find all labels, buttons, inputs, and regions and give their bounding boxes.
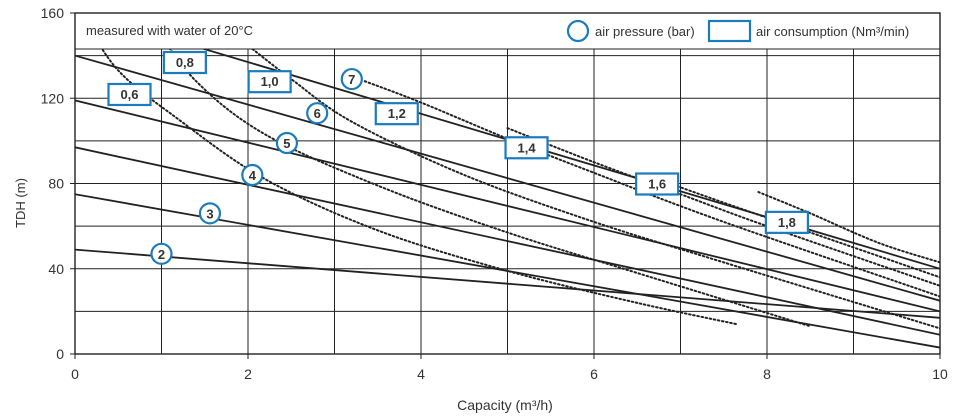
- consumption-label-1-4: 1,4: [517, 140, 536, 155]
- curve-labels: 2 3 4 5 6 7 0,6 0,8 1,0 1,2 1,4 1,6 1,8: [107, 50, 809, 265]
- consumption-label-1-6: 1,6: [648, 177, 666, 192]
- pressure-marker-7: [340, 67, 363, 91]
- pressure-label-7: 7: [348, 72, 355, 87]
- consumption-marker-0-6: [107, 82, 152, 107]
- pressure-label-4: 4: [249, 168, 257, 183]
- legend-pressure-label: air pressure (bar): [595, 24, 695, 39]
- chart-note: measured with water of 20°C: [86, 23, 253, 38]
- x-tick-label: 10: [932, 366, 948, 382]
- consumption-curve-1-4: [506, 127, 940, 287]
- pressure-label-6: 6: [314, 106, 321, 121]
- x-tick-label: 8: [763, 366, 771, 382]
- consumption-marker-1-2: [374, 102, 419, 126]
- pressure-marker-5: [275, 131, 299, 155]
- legend-consumption-label: air consumption (Nm³/min): [756, 24, 909, 39]
- y-axis-label: TDH (m): [13, 178, 28, 228]
- x-tick-label: 2: [244, 366, 252, 382]
- consumption-curve-1-0: [250, 49, 940, 330]
- y-tick-label: 160: [41, 5, 65, 21]
- consumption-label-0-8: 0,8: [176, 55, 194, 70]
- consumption-label-1-2: 1,2: [388, 106, 406, 121]
- pressure-marker-2: [150, 242, 173, 265]
- pressure-label-3: 3: [206, 206, 213, 221]
- x-tick-label: 0: [71, 366, 79, 382]
- legend: air pressure (bar) air consumption (Nm³/…: [566, 19, 909, 43]
- consumption-curve-0-8: [168, 49, 812, 328]
- consumption-label-1-8: 1,8: [778, 215, 796, 230]
- pressure-label-5: 5: [283, 136, 290, 151]
- y-tick-label: 80: [48, 176, 64, 192]
- pressure-marker-6: [306, 102, 329, 125]
- legend-rect-icon: [707, 19, 752, 43]
- consumption-marker-1-8: [764, 210, 809, 234]
- consumption-marker-1-0: [247, 70, 292, 94]
- consumption-curve-1-2: [363, 80, 940, 298]
- consumption-marker-1-6: [635, 172, 680, 196]
- axes: 0 2 4 6 8 10 0 40 80 120 160: [41, 5, 948, 382]
- y-tick-label: 120: [41, 90, 65, 106]
- pressure-curve-2: [75, 248, 940, 319]
- consumption-curve-1-8: [757, 191, 940, 264]
- pressure-curve-6: [75, 54, 940, 302]
- consumption-label-0-6: 0,6: [120, 87, 138, 102]
- consumption-label-1-0: 1,0: [261, 74, 279, 89]
- pressure-marker-4: [241, 163, 264, 187]
- y-tick-label: 0: [56, 346, 64, 362]
- y-tick-label: 40: [48, 261, 64, 277]
- pressure-marker-3: [198, 202, 222, 225]
- x-tick-label: 4: [417, 366, 425, 382]
- consumption-marker-1-4: [504, 136, 549, 160]
- pressure-curve-4: [75, 146, 940, 336]
- x-tick-label: 6: [590, 366, 598, 382]
- x-axis-label: Capacity (m³/h): [457, 397, 553, 413]
- legend-circle-icon: [566, 19, 590, 43]
- consumption-marker-0-8: [162, 50, 207, 75]
- pressure-label-2: 2: [158, 247, 165, 262]
- pressure-curve-5: [75, 99, 940, 313]
- consumption-curves: [101, 49, 940, 330]
